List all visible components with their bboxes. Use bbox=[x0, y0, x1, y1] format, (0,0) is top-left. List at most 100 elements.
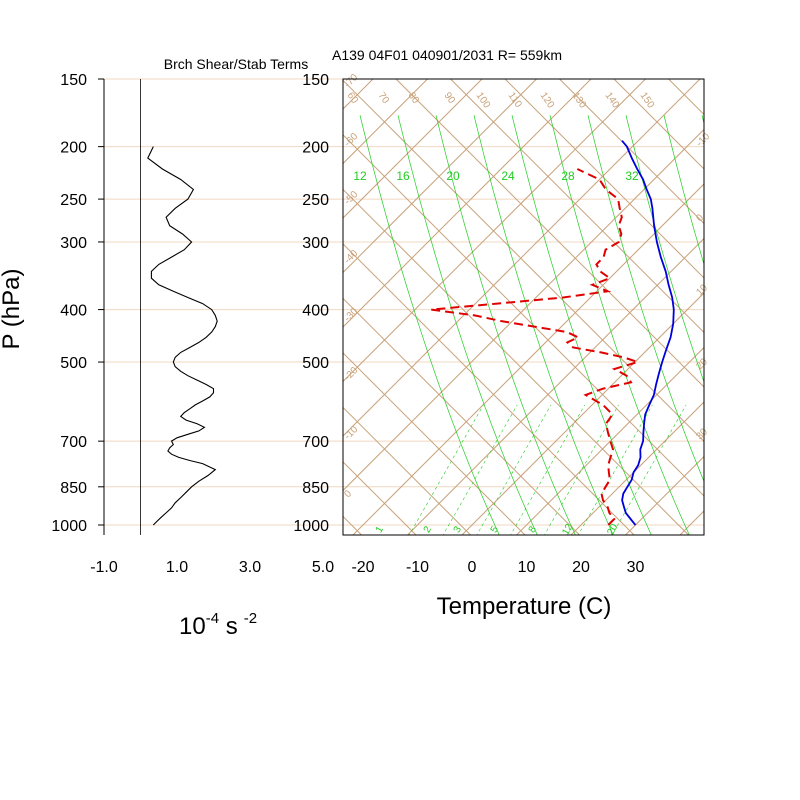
dry-adiabat-label-1: 70 bbox=[376, 90, 392, 106]
mixing-ratio-label-bottom-3: 5 bbox=[489, 524, 502, 535]
right-xtick-label-3: 10 bbox=[518, 559, 536, 576]
dry-adiabat-130 bbox=[504, 79, 704, 279]
moist-adiabat-3 bbox=[473, 115, 614, 535]
y-axis-label: P (hPa) bbox=[0, 269, 25, 350]
right-ytick-label-850: 850 bbox=[302, 480, 329, 497]
isotherm-label-0: -70 bbox=[342, 72, 360, 90]
left-x-axis-label-base: 10 bbox=[179, 613, 206, 640]
dry-adiabat-50 bbox=[343, 352, 526, 535]
left-x-axis-label-unit: s bbox=[226, 613, 238, 640]
isotherm-label-4: -30 bbox=[342, 306, 360, 324]
isotherm-50 bbox=[733, 63, 800, 537]
right-ytick-label-150: 150 bbox=[302, 72, 329, 89]
dewpoint-line bbox=[431, 168, 642, 526]
isotherm--60 bbox=[343, 79, 592, 328]
dry-adiabat-label-0: 60 bbox=[345, 90, 361, 106]
dry-adiabat-0 bbox=[0, 63, 254, 537]
isotherm-label-3: -40 bbox=[342, 248, 360, 266]
dry-adiabat--10 bbox=[0, 63, 200, 537]
dry-adiabat-label-9: 150 bbox=[638, 90, 657, 110]
dry-adiabat-70 bbox=[343, 243, 635, 535]
left-ytick-label-200: 200 bbox=[60, 140, 87, 157]
dry-adiabat-label-8: 140 bbox=[603, 90, 622, 110]
right-x-ticks: -20 -10 0 10 20 30 bbox=[351, 559, 644, 576]
mixing-ratio-label-bottom-4: 8 bbox=[527, 524, 540, 535]
isotherm--70 bbox=[343, 79, 538, 274]
right-edge-label-1: 0 bbox=[694, 212, 706, 224]
dry-adiabat-170 bbox=[707, 63, 800, 537]
moist-adiabat-4 bbox=[511, 115, 652, 535]
left-xtick-label-3: 5.0 bbox=[312, 559, 334, 576]
left-ytick-label-500: 500 bbox=[60, 355, 87, 372]
left-ytick-label-250: 250 bbox=[60, 192, 87, 209]
left-isobar-lines bbox=[104, 78, 343, 526]
right-x-axis-label: Temperature (C) bbox=[437, 593, 612, 620]
dry-adiabat-110 bbox=[395, 79, 704, 388]
left-x-ticks: -1.0 1.0 3.0 5.0 bbox=[90, 559, 334, 576]
skewt-frame bbox=[342, 78, 705, 536]
right-xtick-label-2: 0 bbox=[468, 559, 477, 576]
isotherm--80 bbox=[343, 79, 483, 219]
moist-adiabat-5 bbox=[549, 115, 690, 535]
isotherm-20 bbox=[570, 401, 704, 535]
mixing-ratio-label-top-3: 24 bbox=[501, 169, 515, 183]
left-xtick-label-0: -1.0 bbox=[90, 559, 118, 576]
isotherm-10 bbox=[515, 346, 704, 535]
dry-adiabat-90 bbox=[343, 134, 704, 497]
isotherm--30 bbox=[343, 128, 704, 492]
moist-adiabat-11 bbox=[778, 115, 800, 536]
isotherm-label-7: 0 bbox=[342, 488, 354, 500]
mixing-ratio-5 bbox=[577, 404, 653, 535]
dry-adiabat-20 bbox=[343, 515, 363, 535]
right-ytick-label-500: 500 bbox=[302, 355, 329, 372]
moist-adiabat-6 bbox=[587, 115, 704, 483]
moist-adiabat-9 bbox=[701, 115, 704, 125]
left-ytick-label-300: 300 bbox=[60, 235, 87, 252]
right-panel-title: A139 04F01 040901/2031 R= 559km bbox=[332, 47, 562, 63]
dry-adiabat-80 bbox=[343, 188, 690, 535]
right-edge-label-2: 10 bbox=[694, 282, 710, 298]
temperature-line bbox=[621, 140, 675, 526]
isotherm--50 bbox=[343, 79, 647, 383]
dry-adiabat-180 bbox=[761, 63, 800, 537]
left-ytick-label-150: 150 bbox=[60, 72, 87, 89]
left-xtick-label-2: 3.0 bbox=[239, 559, 261, 576]
mixing-ratio-label-top-5: 32 bbox=[625, 169, 639, 183]
isotherm--10 bbox=[406, 237, 704, 535]
left-x-axis-label: 10-4 s -2 bbox=[179, 610, 257, 640]
mixing-ratio-3 bbox=[510, 404, 586, 535]
left-ytick-label-1000: 1000 bbox=[51, 518, 87, 535]
mixing-ratio-0 bbox=[408, 404, 484, 535]
mixing-ratio-label-bottom-2: 3 bbox=[452, 524, 465, 535]
dry-adiabat-label-7: 130 bbox=[570, 90, 589, 110]
left-xtick-label-1: 1.0 bbox=[166, 559, 188, 576]
isotherm-label-6: -10 bbox=[342, 424, 360, 442]
right-ytick-label-250: 250 bbox=[302, 192, 329, 209]
left-panel-title: Brch Shear/Stab Terms bbox=[164, 56, 308, 72]
right-edge-label-3: 20 bbox=[694, 356, 710, 372]
dry-adiabat-100 bbox=[343, 79, 704, 443]
moist-adiabat-0 bbox=[359, 115, 500, 535]
isotherm--20 bbox=[352, 183, 704, 535]
dry-adiabat-40 bbox=[343, 406, 472, 535]
right-ytick-label-400: 400 bbox=[302, 303, 329, 320]
right-ytick-label-700: 700 bbox=[302, 434, 329, 451]
moist-adiabat-8 bbox=[663, 115, 704, 266]
right-y-ticks: 1000 850 700 500 400 300 250 200 150 bbox=[293, 72, 329, 535]
mixing-ratio-label-bottom-1: 2 bbox=[422, 524, 435, 535]
dry-adiabat-60 bbox=[343, 297, 581, 535]
right-xtick-label-0: -20 bbox=[351, 559, 374, 576]
mixing-ratio-1 bbox=[442, 404, 518, 535]
mixing-ratio-label-top-0: 12 bbox=[353, 169, 367, 183]
mixing-ratio-label-top-4: 28 bbox=[561, 169, 575, 183]
left-ytick-label-400: 400 bbox=[60, 303, 87, 320]
mixing-ratio-6 bbox=[611, 404, 687, 535]
left-y-ticks: 1000 850 700 500 400 300 250 200 150 bbox=[51, 72, 104, 535]
mixing-ratio-label-top-1: 16 bbox=[396, 169, 410, 183]
isotherm--100 bbox=[343, 79, 374, 110]
moist-adiabat-10 bbox=[740, 115, 800, 536]
skewt-background-lines bbox=[0, 63, 800, 537]
